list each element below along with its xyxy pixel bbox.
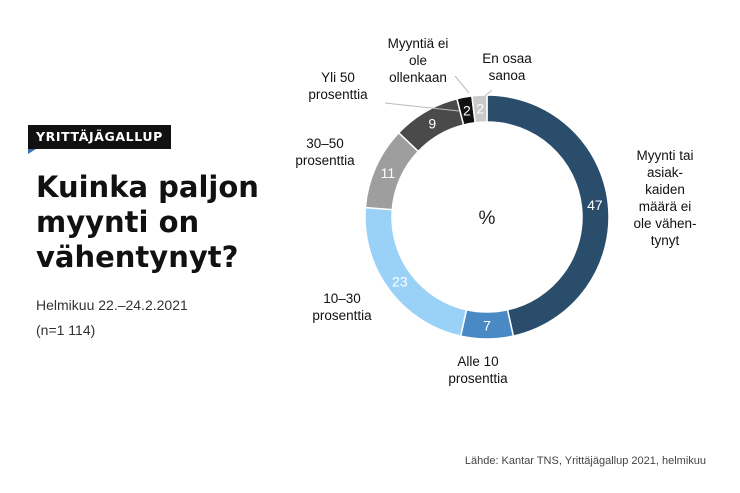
leader-line — [384, 102, 460, 112]
slice-category-label: Myynti tai asiak-kaiden määrä ei ole vähen-… — [633, 148, 696, 248]
slice-values: 47 7 23 11 9 2 2 — [381, 101, 603, 334]
slice-value-label: 2 — [476, 101, 484, 117]
slice-category-label: 10–30 prosenttia — [312, 291, 372, 323]
center-label: % — [479, 208, 496, 229]
slice-value-label: 7 — [483, 318, 491, 334]
leader-line — [484, 89, 493, 97]
donut-slices — [364, 94, 610, 340]
slice-value-label: 47 — [587, 197, 603, 213]
slice-category-label: En osaa sanoa — [482, 51, 532, 83]
slice-category-label: Myyntiä ei ole ollenkaan — [388, 36, 449, 85]
badge-tail — [28, 149, 36, 154]
leader-line — [454, 75, 470, 94]
source-note: Lähde: Kantar TNS, Yrittäjägallup 2021, … — [464, 455, 706, 467]
slice-value-label: 2 — [463, 102, 471, 118]
donut-slice — [486, 94, 610, 338]
donut-slice — [471, 94, 488, 124]
survey-badge: YRITTÄJÄGALLUP — [28, 125, 171, 149]
slice-value-label: 9 — [428, 115, 436, 131]
survey-date: Helmikuu 22.–24.2.2021 — [36, 297, 188, 313]
leader-lines — [384, 75, 493, 112]
slice-labels: Myynti tai asiak-kaiden määrä ei ole vähen-… — [295, 36, 696, 386]
slice-category-label: Alle 10 prosenttia — [448, 354, 508, 386]
slice-category-label: 30–50 prosenttia — [295, 136, 355, 168]
sample-size: (n=1 114) — [36, 322, 96, 338]
slice-value-label: 11 — [381, 165, 396, 181]
slice-value-label: 23 — [392, 274, 408, 290]
slice-category-label: Yli 50 prosenttia — [308, 70, 368, 102]
chart-title: Kuinka paljon myynti on vähentynyt? — [36, 170, 259, 274]
donut-slice — [364, 206, 468, 338]
